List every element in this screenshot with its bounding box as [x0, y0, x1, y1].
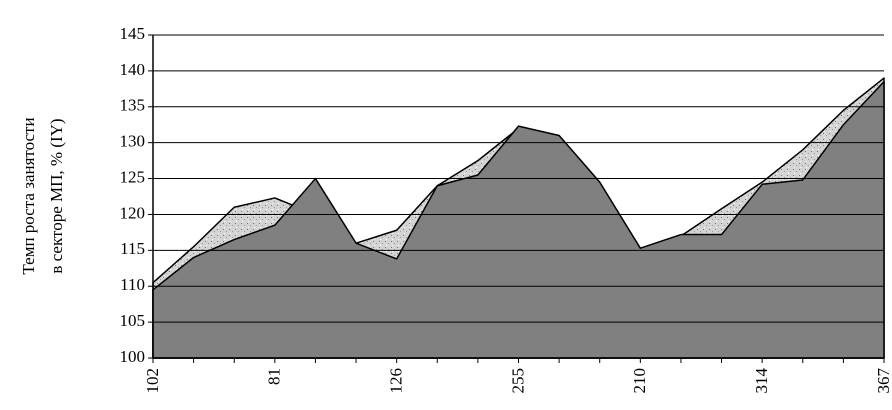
x-tick-label: 210: [630, 368, 649, 394]
x-tick-label: 126: [387, 368, 406, 394]
x-tick-label: 102: [143, 368, 162, 394]
x-tick-label: 367: [874, 368, 892, 394]
area: [152, 80, 885, 359]
y-tick-label: 100: [120, 347, 146, 366]
y-tick-label: 110: [120, 275, 145, 294]
x-tick-label: 255: [508, 368, 527, 394]
x-tick-label: 81: [265, 368, 284, 385]
y-tick-label: 145: [120, 24, 146, 43]
x-tick-label: 314: [752, 368, 771, 394]
y-tick-label: 130: [120, 132, 146, 151]
y-tick-label: 125: [120, 167, 146, 186]
y-axis-label: в секторе МП, % (IY): [47, 118, 66, 273]
y-tick-label: 105: [120, 311, 146, 330]
y-tick-label: 120: [120, 203, 146, 222]
y-axis-label: Темп роста занятости: [19, 117, 38, 274]
y-tick-label: 115: [120, 239, 145, 258]
y-tick-label: 140: [120, 60, 146, 79]
y-tick-label: 135: [120, 96, 146, 115]
